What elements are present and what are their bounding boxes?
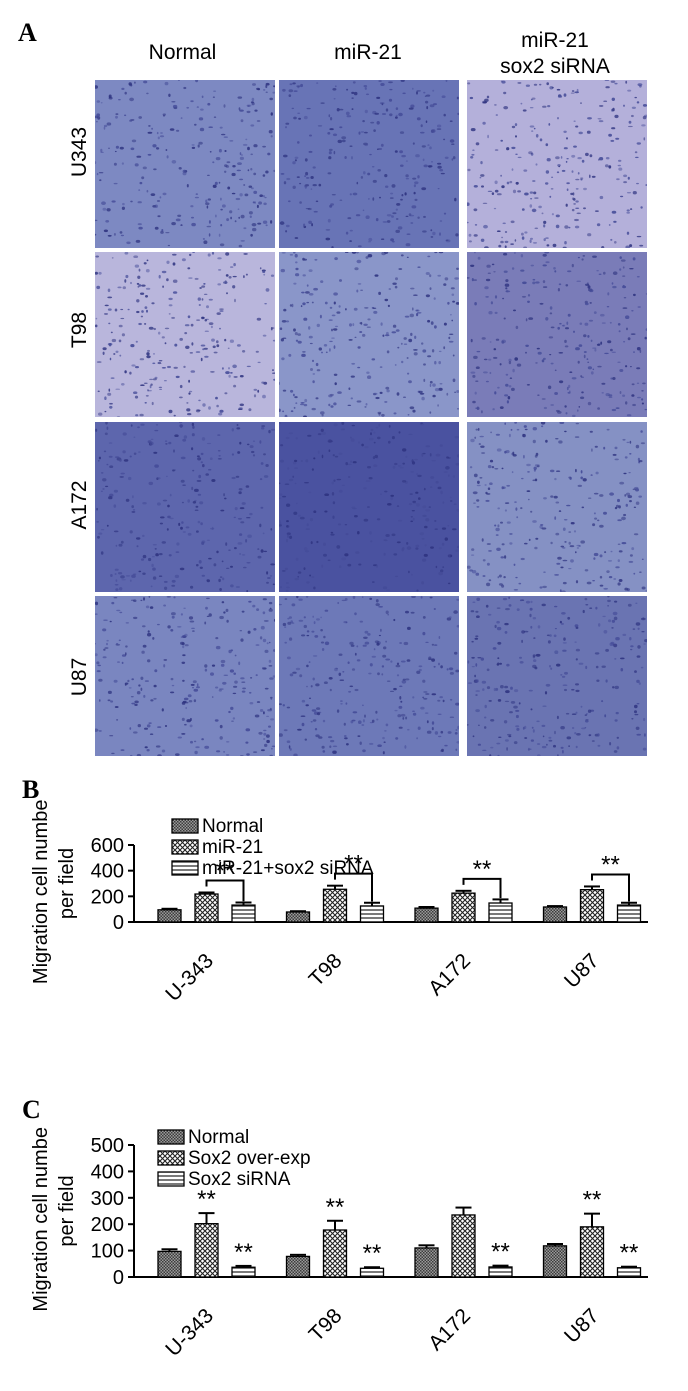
y-tick-label: 600 [91, 835, 124, 857]
bar [579, 1226, 605, 1278]
panel-b-letter: B [22, 775, 40, 804]
bar [231, 904, 256, 923]
column-header-mir21: miR-21 [334, 41, 402, 64]
bar [542, 1245, 568, 1278]
row-label-t98: T98 [68, 311, 91, 349]
bar [488, 902, 513, 923]
legend-swatch [171, 860, 199, 876]
significance-marker: ** [601, 851, 620, 878]
legend-label: Sox2 siRNA [188, 1169, 291, 1190]
panel-a-letter: A [18, 18, 37, 47]
chart-c: 0 100 200 300 400 500 Migration cell numbers pe… [30, 1126, 648, 1361]
micrograph-r4-c2 [279, 596, 459, 756]
y-tick-label: 400 [91, 861, 124, 883]
significance-marker: ** [620, 1240, 639, 1267]
y-tick-label: 500 [91, 1135, 124, 1157]
legend-label: miR-21+sox2 siRNA [202, 858, 374, 879]
legend-swatch [171, 839, 199, 855]
y-tick-label: 300 [91, 1188, 124, 1210]
micrograph-r4-c1 [95, 596, 275, 756]
y-axis-label-line: per field [56, 1175, 78, 1246]
x-tick-label: T98 [305, 949, 347, 991]
bar [359, 905, 385, 923]
bar [285, 911, 311, 923]
y-axis-label-line: per field [56, 848, 78, 919]
y-axis-label-line: Migration cell numbers [30, 1126, 52, 1312]
column-header-mir21-sox2-line2: sox2 siRNA [500, 55, 610, 78]
bar [359, 1267, 385, 1278]
micrograph-r3-c3 [467, 422, 647, 592]
significance-marker: ** [197, 1186, 216, 1213]
significance-marker: ** [216, 857, 235, 884]
x-tick-label: A172 [424, 1304, 475, 1355]
x-tick-label: U87 [560, 1304, 604, 1348]
bar [579, 889, 605, 923]
x-tick-label: U-343 [161, 949, 218, 1000]
significance-bracket [334, 872, 373, 902]
bar [488, 1266, 513, 1278]
bar [542, 906, 568, 923]
bar [451, 1214, 476, 1278]
column-header-mir21-sox2: miR-21 sox2 siRNA [465, 28, 645, 80]
y-tick-label: 200 [91, 886, 124, 908]
bar [231, 1266, 256, 1278]
y-tick-label: 0 [113, 1267, 124, 1289]
significance-marker: ** [491, 1239, 510, 1266]
significance-bracket [462, 877, 502, 899]
micrograph-r1-c3 [467, 80, 647, 248]
legend-swatch [157, 1171, 185, 1187]
micrograph-r1-c1 [95, 80, 275, 248]
bar [322, 1229, 348, 1278]
bar [414, 1247, 439, 1278]
bar [194, 1223, 219, 1278]
bar [451, 892, 476, 923]
micrograph-r3-c2 [279, 422, 459, 592]
significance-marker: ** [234, 1239, 253, 1266]
legend-swatch [157, 1150, 185, 1166]
legend-label: Normal [188, 1127, 249, 1148]
x-tick-label: U87 [560, 949, 604, 993]
micrograph-r2-c3 [467, 252, 647, 417]
y-tick-label: 200 [91, 1214, 124, 1236]
y-tick-label: 0 [113, 912, 124, 934]
x-tick-label: A172 [424, 949, 475, 1000]
y-tick-label: 400 [91, 1161, 124, 1183]
y-axis-label-line: Migration cell numbers [30, 800, 52, 984]
significance-bracket [205, 879, 245, 902]
column-header-normal: Normal [148, 41, 217, 64]
legend-swatch [171, 818, 199, 834]
micrograph-r1-c2 [279, 80, 459, 248]
bar [616, 1267, 642, 1278]
bar [414, 907, 439, 923]
bar [285, 1255, 311, 1278]
x-tick-label: T98 [305, 1304, 347, 1346]
y-tick-label: 100 [91, 1241, 124, 1263]
chart-b: 0 200 400 600 Migration cell numbers per fiel… [30, 800, 648, 1000]
column-header-mir21-sox2-line1: miR-21 [521, 29, 589, 52]
legend-label: Normal [202, 816, 263, 837]
micrograph-r2-c1 [95, 252, 275, 417]
significance-marker: ** [473, 856, 492, 883]
panel-c-letter: C [22, 1095, 41, 1124]
bar [157, 1250, 182, 1278]
legend-label: miR-21 [202, 837, 263, 858]
significance-bracket [591, 873, 630, 902]
micrograph-r4-c3 [467, 596, 647, 756]
significance-marker: ** [583, 1187, 602, 1214]
significance-marker: ** [326, 1194, 345, 1221]
legend-swatch [157, 1129, 185, 1145]
micrograph-r3-c1 [95, 422, 275, 592]
bar [194, 893, 219, 923]
row-label-u343: U343 [68, 126, 91, 178]
significance-marker: ** [344, 851, 363, 878]
row-label-u87: U87 [68, 657, 91, 697]
row-label-a172: A172 [68, 480, 91, 530]
bar [157, 909, 182, 923]
micrograph-r2-c2 [279, 252, 459, 417]
x-tick-label: U-343 [161, 1304, 218, 1361]
significance-marker: ** [363, 1240, 382, 1267]
bar [322, 888, 348, 923]
bar [616, 904, 642, 923]
legend-label: Sox2 over-exp [188, 1148, 311, 1169]
